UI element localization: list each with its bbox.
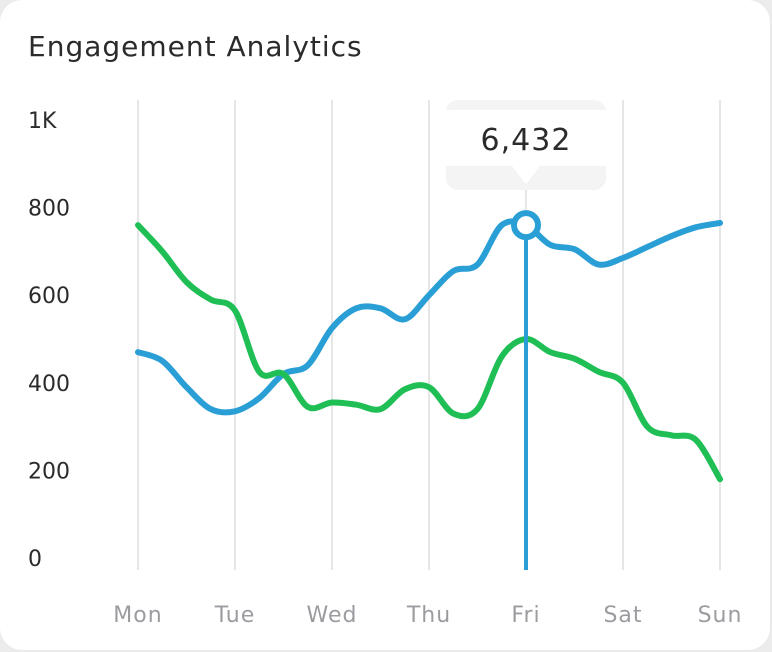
x-tick-label: Wed bbox=[307, 603, 358, 628]
series-line-1 bbox=[135, 218, 723, 416]
tooltip-value: 6,432 bbox=[481, 123, 572, 158]
highlight-point[interactable] bbox=[511, 210, 541, 241]
value-tooltip: 6,432 bbox=[438, 100, 614, 190]
x-tick-label: Thu bbox=[406, 603, 451, 628]
x-tick-label: Mon bbox=[113, 603, 162, 628]
y-tick-label: 0 bbox=[28, 547, 42, 572]
y-tick-label: 800 bbox=[28, 197, 70, 222]
x-tick-label: Fri bbox=[511, 603, 540, 628]
x-tick-label: Sun bbox=[698, 603, 743, 628]
y-axis-ticks: 1K 800 600 400 200 0 bbox=[28, 109, 70, 572]
tooltip-box bbox=[438, 110, 614, 184]
y-tick-label: 600 bbox=[28, 284, 70, 309]
y-tick-label: 1K bbox=[28, 109, 57, 134]
y-tick-label: 200 bbox=[28, 459, 70, 484]
highlight-layer[interactable]: 6,432 bbox=[438, 100, 614, 570]
x-tick-label: Sat bbox=[603, 603, 642, 628]
series-line-2 bbox=[135, 222, 723, 483]
y-tick-label: 400 bbox=[28, 372, 70, 397]
grid-layer bbox=[137, 100, 721, 570]
x-tick-label: Tue bbox=[214, 603, 256, 628]
series-layer bbox=[135, 218, 723, 483]
chart-title: Engagement Analytics bbox=[28, 30, 363, 63]
x-axis-ticks: Mon Tue Wed Thu Fri Sat Sun bbox=[113, 603, 743, 628]
